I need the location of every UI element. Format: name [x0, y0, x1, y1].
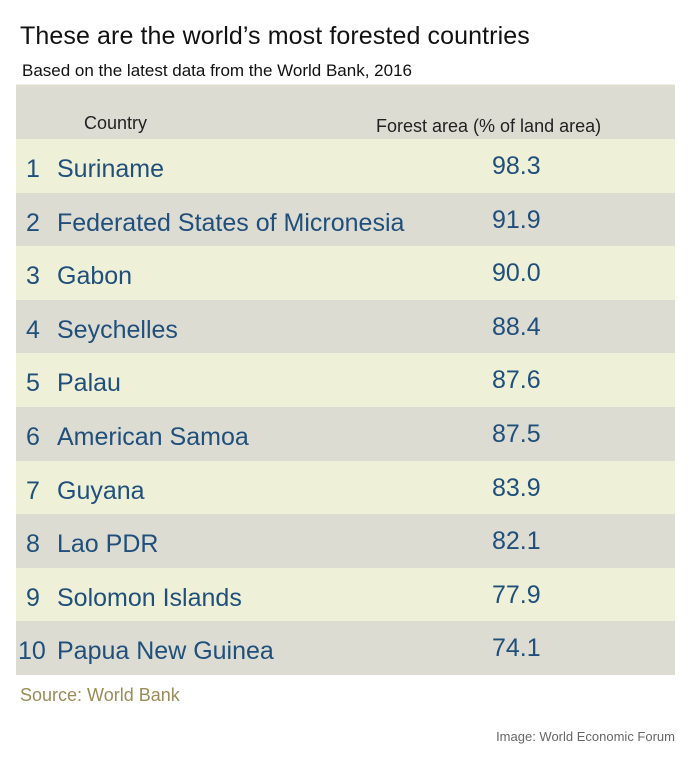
rank-cell: 2: [26, 208, 40, 237]
country-cell: Papua New Guinea: [57, 637, 274, 666]
country-cell: Solomon Islands: [57, 583, 242, 612]
table-row: 7 Guyana 83.9: [16, 460, 675, 515]
country-cell: Lao PDR: [57, 530, 159, 559]
forest-area-value-cell: 74.1: [492, 634, 541, 663]
country-cell: Gabon: [57, 262, 133, 291]
country-cell: American Samoa: [57, 422, 249, 451]
table-row: 4 Seychelles 88.4: [16, 299, 675, 354]
rank-cell: 9: [26, 583, 40, 612]
rank-cell: 6: [26, 422, 40, 451]
country-cell: Suriname: [57, 155, 164, 183]
rank-cell: 1: [26, 155, 40, 183]
column-header-country: Country: [84, 113, 148, 133]
column-header-forest-area: Forest area (% of land area): [376, 116, 602, 136]
table-row: 1 Suriname 98.3: [16, 139, 675, 193]
rank-cell: 5: [26, 369, 40, 398]
rank-cell: 8: [26, 530, 40, 559]
forest-area-value-cell: 87.5: [492, 419, 541, 448]
forest-area-value-cell: 77.9: [492, 580, 541, 609]
table-row: 5 Palau 87.6: [16, 353, 675, 407]
table-row: 6 American Samoa 87.5: [16, 406, 675, 461]
forest-area-value-cell: 82.1: [492, 527, 541, 556]
table-row: 9 Solomon Islands 77.9: [16, 567, 675, 622]
table-row: 3 Gabon 90.0: [16, 246, 675, 300]
country-cell: Palau: [57, 369, 121, 398]
rank-cell: 3: [26, 262, 40, 291]
country-cell: Guyana: [57, 476, 145, 505]
forest-area-value-cell: 83.9: [492, 473, 541, 502]
forest-area-value-cell: 98.3: [492, 152, 541, 180]
table-body: 1 Suriname 98.3 2 Federated States of Micron…: [16, 139, 675, 675]
rank-cell: 4: [26, 315, 40, 344]
rank-cell: 7: [26, 476, 40, 505]
source-note: Source: World Bank: [20, 685, 180, 705]
rank-cell: 10: [18, 637, 46, 666]
country-cell: Federated States of Micronesia: [57, 208, 405, 237]
chart-title: These are the world’s most forested coun…: [20, 22, 530, 50]
table-row: 2 Federated States of Micronesia 91.9: [16, 192, 675, 247]
table-row: 10 Papua New Guinea 74.1: [16, 621, 675, 675]
image-credit: Image: World Economic Forum: [496, 729, 675, 744]
forest-area-value-cell: 87.6: [492, 366, 541, 395]
country-cell: Seychelles: [57, 315, 178, 344]
forest-table: Country Forest area (% of land area) 1 Su…: [16, 84, 675, 675]
table-row: 8 Lao PDR 82.1: [16, 514, 675, 568]
forest-area-value-cell: 91.9: [492, 205, 541, 234]
forest-area-value-cell: 88.4: [492, 312, 541, 341]
chart-subtitle: Based on the latest data from the World …: [22, 61, 412, 80]
forest-area-value-cell: 90.0: [492, 259, 541, 288]
table-header: Country Forest area (% of land area): [16, 84, 675, 139]
